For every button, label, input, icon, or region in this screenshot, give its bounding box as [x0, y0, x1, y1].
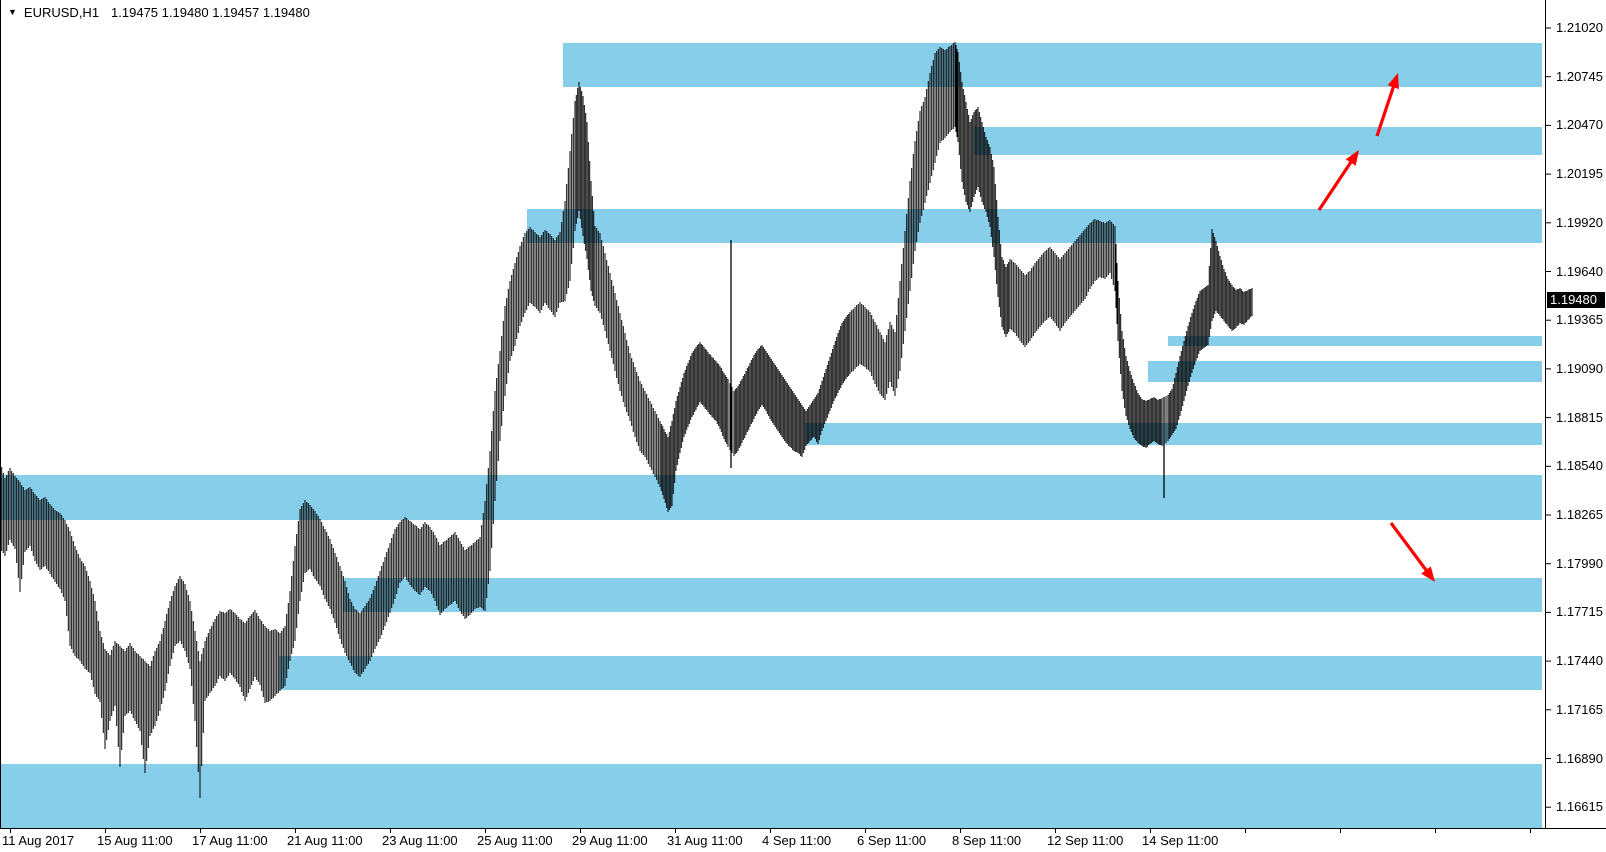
supply-demand-zone[interactable]	[0, 475, 1542, 520]
price-bars	[0, 42, 1253, 798]
chart-title: ▼ EURUSD,H1 1.19475 1.19480 1.19457 1.19…	[8, 5, 310, 20]
trend-arrow-up[interactable]	[1375, 77, 1398, 137]
supply-demand-zone[interactable]	[527, 209, 1542, 243]
supply-demand-zone[interactable]	[1168, 336, 1542, 346]
supply-demand-zone[interactable]	[805, 423, 1542, 445]
price-spike-wicks	[730, 240, 1165, 498]
trend-arrow-head[interactable]	[1387, 73, 1399, 90]
trend-arrow-head[interactable]	[1345, 150, 1359, 166]
trend-arrow-down[interactable]	[1389, 522, 1434, 579]
ohlc-quote-label: 1.19475 1.19480 1.19457 1.19480	[111, 5, 310, 20]
supply-demand-zone[interactable]	[974, 127, 1542, 155]
supply-demand-zone[interactable]	[563, 43, 1542, 87]
triangle-down-icon: ▼	[8, 7, 17, 17]
supply-demand-zone[interactable]	[0, 764, 1542, 828]
trend-arrow-up[interactable]	[1317, 153, 1358, 211]
supply-demand-zone[interactable]	[1148, 361, 1542, 382]
current-price-badge: 1.19480	[1547, 292, 1605, 308]
supply-demand-zone[interactable]	[279, 656, 1542, 690]
supply-demand-zone[interactable]	[343, 578, 1542, 612]
trend-arrow-head[interactable]	[1421, 566, 1435, 582]
symbol-period-label: EURUSD,H1	[23, 5, 100, 20]
